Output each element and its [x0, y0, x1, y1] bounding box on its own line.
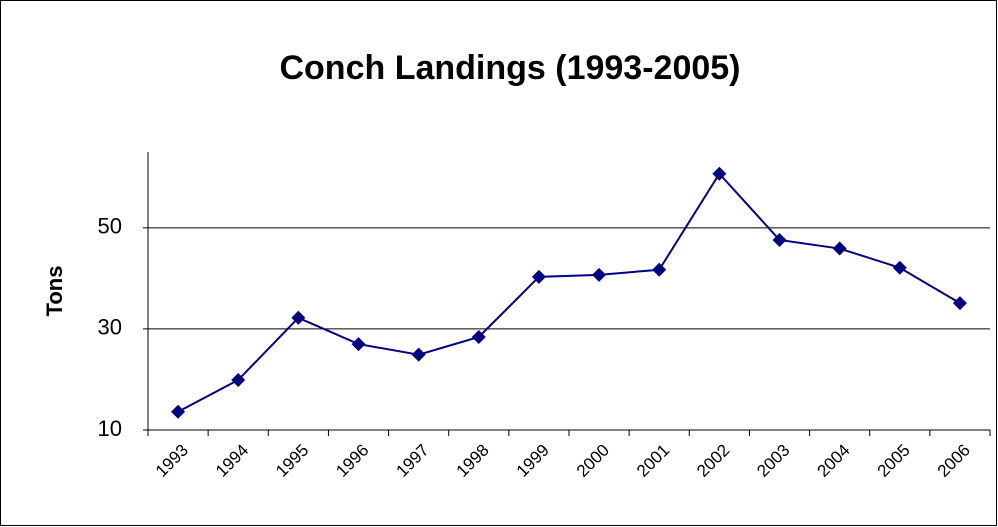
- data-point: [231, 372, 246, 387]
- data-point: [531, 269, 546, 284]
- y-tick-label: 10: [98, 416, 122, 441]
- y-tick-label: 30: [98, 315, 122, 340]
- data-point: [832, 241, 847, 256]
- data-point: [592, 267, 607, 282]
- data-point: [411, 347, 426, 362]
- data-line: [177, 172, 961, 413]
- data-point: [171, 404, 186, 419]
- data-point: [892, 260, 907, 275]
- data-point: [952, 296, 967, 311]
- y-axis-label: Tons: [42, 266, 67, 317]
- y-tick-label: 50: [98, 214, 122, 239]
- data-point: [351, 337, 366, 352]
- data-point: [471, 329, 486, 344]
- data-point: [772, 232, 787, 247]
- data-point: [652, 262, 667, 277]
- chart-title: Conch Landings (1993-2005): [279, 49, 740, 87]
- data-point: [291, 310, 306, 325]
- data-point: [712, 166, 727, 181]
